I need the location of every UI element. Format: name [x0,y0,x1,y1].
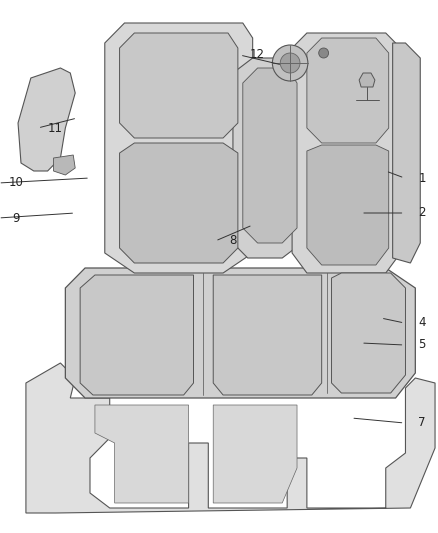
Polygon shape [95,405,189,503]
Polygon shape [392,43,420,263]
Polygon shape [307,38,389,143]
Circle shape [319,48,328,58]
Polygon shape [80,275,194,395]
Text: 10: 10 [9,176,24,190]
Polygon shape [213,275,321,395]
Polygon shape [292,33,400,273]
Text: 8: 8 [229,235,237,247]
Polygon shape [65,268,415,398]
Polygon shape [120,33,238,138]
Text: 1: 1 [418,172,426,184]
Text: 5: 5 [419,338,426,351]
Text: 2: 2 [418,206,426,220]
Polygon shape [18,68,75,171]
Polygon shape [359,73,375,87]
Polygon shape [213,405,297,503]
Polygon shape [53,155,75,175]
Polygon shape [307,145,389,265]
Text: 11: 11 [48,122,63,134]
Text: 9: 9 [12,212,20,224]
Text: 12: 12 [250,49,265,61]
Text: 7: 7 [418,416,426,430]
Polygon shape [243,68,297,243]
Polygon shape [105,23,253,273]
Polygon shape [233,58,302,258]
Circle shape [280,53,300,73]
Polygon shape [120,143,238,263]
Polygon shape [26,363,435,513]
Circle shape [272,45,308,81]
Polygon shape [332,273,406,393]
Text: 4: 4 [418,317,426,329]
